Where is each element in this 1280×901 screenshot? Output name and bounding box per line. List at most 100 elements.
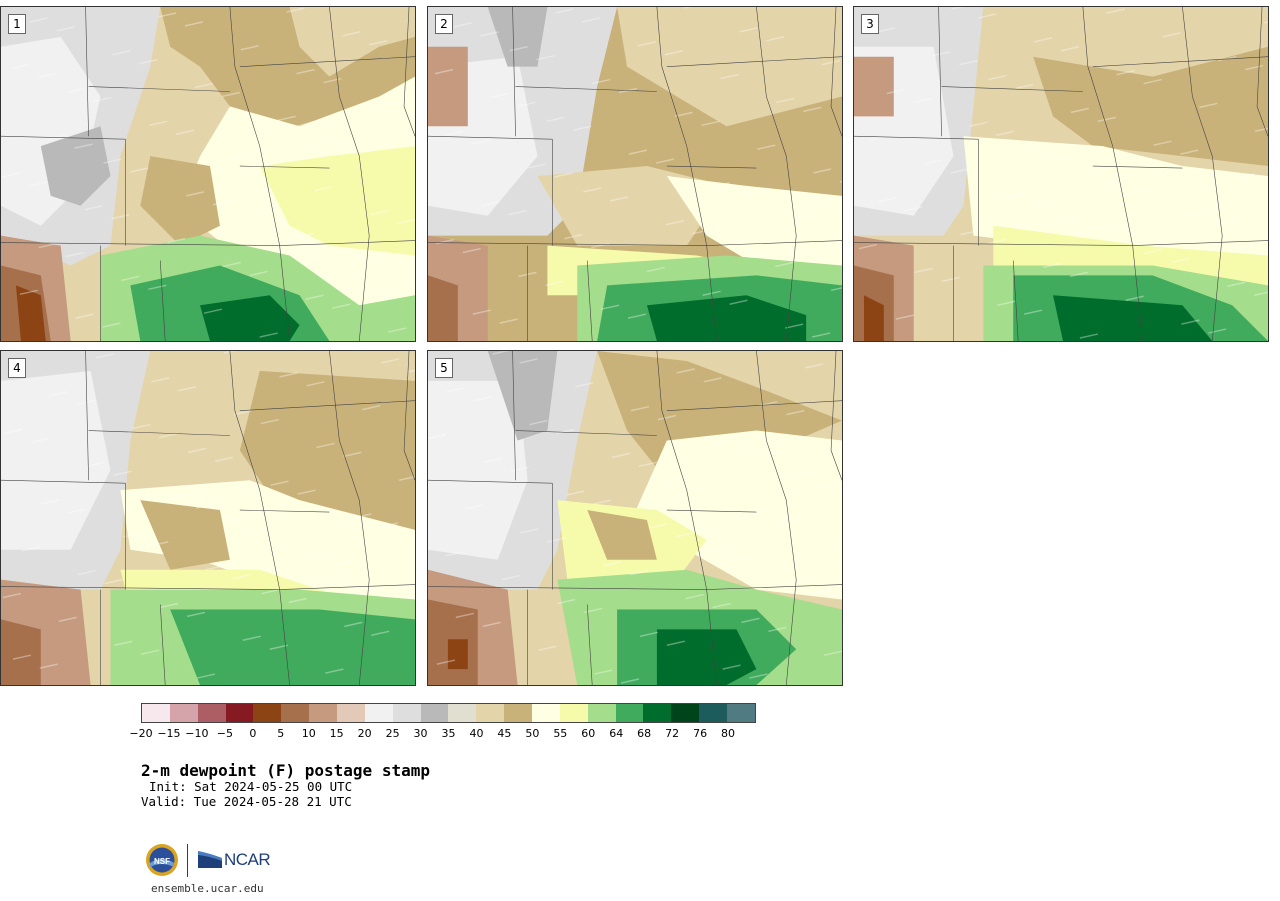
texture-streak [637, 41, 657, 47]
texture-streak [923, 159, 942, 165]
texture-streak [436, 659, 456, 665]
texture-streak [1106, 8, 1125, 14]
texture-streak [240, 45, 259, 51]
nsf-logo-text: NSF [154, 857, 170, 866]
dewpoint-region [160, 7, 415, 137]
state-boundary [1, 242, 280, 246]
texture-streak [56, 26, 75, 32]
texture-streak [1227, 281, 1246, 288]
dewpoint-region [447, 639, 468, 670]
texture-streak [371, 630, 390, 637]
texture-streak [704, 547, 723, 553]
texture-streak [444, 130, 463, 136]
colorbar-tick-label: 76 [693, 727, 708, 740]
texture-streak [655, 158, 674, 164]
texture-streak [1070, 107, 1090, 114]
state-boundary [1012, 260, 1019, 341]
texture-streak [674, 111, 693, 118]
colorbar-tick-label: −20 [129, 727, 153, 740]
texture-streak [564, 233, 583, 240]
texture-streak [65, 251, 84, 258]
colorbar-swatch [587, 704, 616, 722]
texture-streak [1181, 319, 1200, 325]
map-panel-2: 2 [427, 6, 843, 342]
colorbar-tick-label: 30 [413, 727, 428, 740]
texture-streak [886, 88, 905, 95]
texture-streak [279, 372, 298, 378]
dewpoint-region [140, 156, 220, 246]
texture-streak [701, 120, 720, 127]
texture-streak [93, 96, 112, 103]
texture-streak [177, 386, 197, 392]
texture-streak [877, 197, 896, 203]
texture-streak [205, 564, 225, 571]
colorbar-tick-label: 35 [441, 727, 456, 740]
texture-streak [1042, 262, 1062, 269]
source-url: ensemble.ucar.edu [151, 882, 264, 895]
texture-streak [360, 148, 379, 154]
texture-streak [268, 223, 287, 230]
state-boundary [830, 351, 842, 481]
texture-streak [277, 115, 296, 122]
texture-streak [639, 631, 659, 638]
dewpoint-region [170, 609, 415, 685]
texture-streak [665, 219, 684, 226]
state-boundary [428, 242, 707, 246]
texture-streak [741, 617, 760, 624]
panel-label: 3 [861, 14, 879, 34]
texture-streak [997, 300, 1016, 306]
texture-streak [344, 621, 363, 628]
colorbar-tick-label: 20 [357, 727, 372, 740]
texture-streak [876, 27, 895, 33]
texture-streak [296, 68, 315, 75]
texture-streak [10, 63, 30, 70]
state-boundary [706, 240, 842, 246]
texture-streak [830, 287, 842, 292]
texture-streak [803, 106, 822, 113]
state-boundary [1, 479, 126, 484]
texture-streak [720, 73, 739, 80]
texture-streak [822, 480, 842, 486]
texture-streak [1217, 219, 1236, 226]
texture-streak [712, 602, 731, 609]
dewpoint-region [428, 46, 468, 127]
state-boundary [515, 86, 657, 92]
texture-streak [103, 158, 122, 164]
texture-streak [749, 673, 768, 679]
panel-label: 1 [8, 14, 26, 34]
dewpoint-region [597, 351, 842, 481]
texture-streak [40, 499, 59, 505]
texture-streak [362, 404, 381, 411]
valid-time: Valid: Tue 2024-05-28 21 UTC [141, 794, 352, 809]
texture-streak [67, 508, 86, 514]
colorbar-swatch [392, 704, 421, 722]
texture-streak [738, 191, 757, 197]
texture-streak [519, 358, 538, 364]
texture-streak [785, 323, 804, 329]
texture-streak [978, 13, 997, 19]
texture-streak [381, 358, 400, 364]
texture-streak [508, 210, 527, 216]
panel-label: 5 [435, 358, 453, 378]
state-boundary [428, 135, 553, 140]
texture-streak [1032, 201, 1052, 207]
texture-streak [104, 578, 123, 585]
texture-streak [481, 201, 500, 207]
colorbar-swatch [197, 704, 226, 722]
texture-streak [823, 650, 842, 656]
texture-streak [259, 332, 278, 338]
texture-streak [159, 432, 178, 439]
texture-streak [630, 405, 650, 412]
ncar-logo-icon [198, 851, 222, 868]
colorbar-swatch [142, 704, 170, 722]
texture-streak [996, 130, 1015, 136]
state-boundary [428, 586, 707, 590]
texture-streak [196, 673, 216, 679]
texture-streak [84, 205, 103, 211]
dewpoint-region [1053, 295, 1213, 341]
colorbar-tick-label: 0 [249, 727, 257, 740]
state-boundary [706, 584, 842, 590]
colorbar-swatch [615, 704, 644, 722]
texture-streak [453, 22, 472, 28]
map-panel-1: 1 [0, 6, 416, 342]
